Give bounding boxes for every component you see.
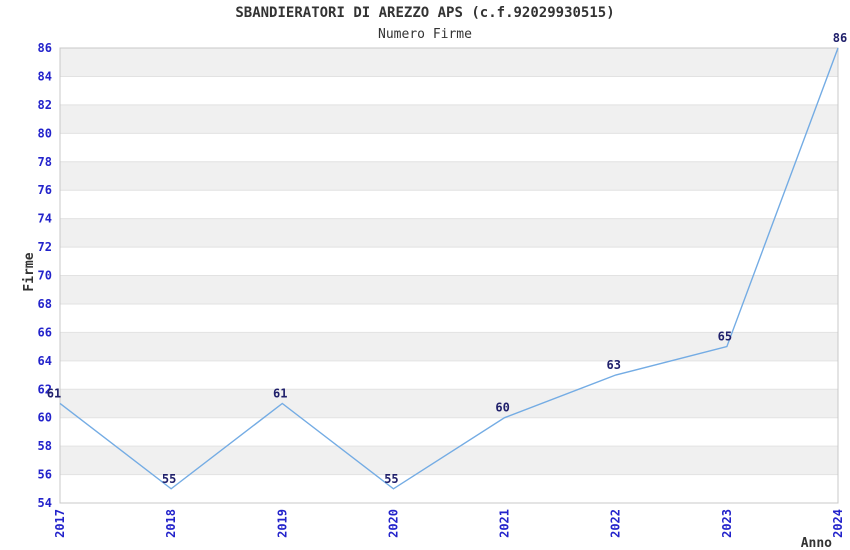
x-tick-label: 2017	[53, 509, 67, 538]
y-tick-label: 54	[38, 496, 52, 510]
y-tick-label: 62	[38, 382, 52, 396]
plot-band	[60, 446, 838, 475]
y-tick-label: 74	[38, 212, 52, 226]
y-tick-label: 82	[38, 98, 52, 112]
plot-band	[60, 161, 838, 191]
y-tick-label: 56	[38, 468, 52, 482]
y-tick-label: 84	[38, 69, 52, 83]
y-tick-label: 60	[38, 411, 52, 425]
data-point-label: 60	[495, 401, 509, 415]
plot-band	[60, 332, 838, 361]
x-tick-label: 2018	[164, 509, 178, 538]
y-tick-label: 86	[38, 41, 52, 55]
y-tick-label: 66	[38, 325, 52, 339]
x-tick-label: 2021	[498, 509, 512, 538]
plot-layers: 54 56 58 60 62 64 66 68 70 72 74 76 78 80 82 84 86 2017 20…	[38, 31, 848, 538]
x-tick-label: 2019	[275, 509, 289, 538]
plot-band	[60, 389, 838, 418]
y-axis-label: Firme	[22, 252, 37, 291]
plot-band	[60, 275, 838, 304]
x-axis-label: Anno	[801, 536, 832, 550]
y-tick-label: 80	[38, 126, 52, 140]
plot-band	[60, 104, 838, 134]
data-point-label: 86	[833, 31, 847, 45]
plot-border	[59, 47, 839, 504]
y-tick-label: 68	[38, 297, 52, 311]
data-point-label: 61	[273, 386, 287, 400]
data-point-label: 55	[162, 472, 176, 486]
x-tick-label: 2022	[609, 509, 623, 538]
y-tick-label: 64	[38, 354, 52, 368]
y-tick-label: 70	[38, 269, 52, 283]
plot-band	[60, 218, 838, 248]
data-point-label: 63	[606, 358, 620, 372]
x-tick-label: 2020	[386, 509, 400, 538]
chart-subtitle: Numero Firme	[378, 27, 472, 42]
x-tick-label: 2023	[720, 509, 734, 538]
series-line	[59, 47, 839, 490]
data-point-label: 65	[718, 330, 732, 344]
y-tick-label: 76	[38, 183, 52, 197]
y-tick-label: 58	[38, 439, 52, 453]
x-tick-label: 2024	[831, 509, 845, 538]
y-tick-label: 72	[38, 240, 52, 254]
data-point-label: 61	[47, 386, 61, 400]
data-point-label: 55	[384, 472, 398, 486]
y-tick-label: 78	[38, 155, 52, 169]
plot-band	[60, 48, 838, 77]
chart-title: SBANDIERATORI DI AREZZO APS (c.f.9202993…	[235, 5, 615, 21]
